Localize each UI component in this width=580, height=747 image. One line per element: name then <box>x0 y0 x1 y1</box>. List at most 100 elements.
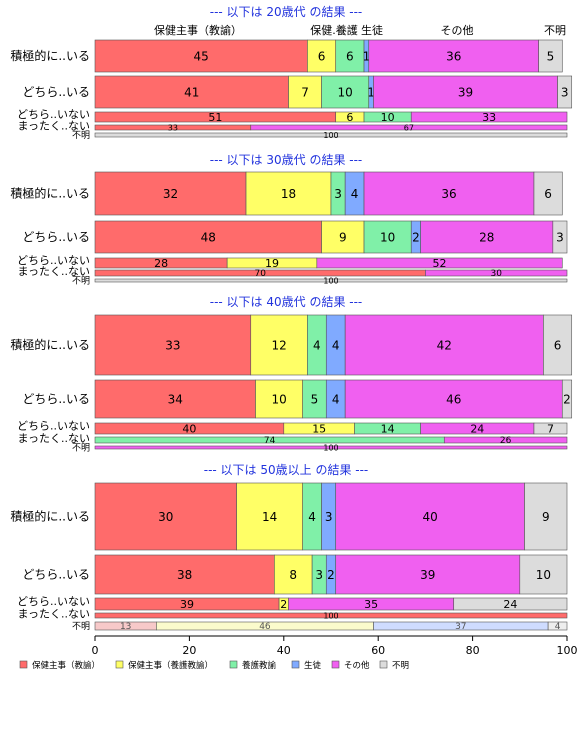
data-label: 2 <box>412 230 420 244</box>
bar-row: 積極的に..いる 32 18 3 4 36 6 <box>10 171 563 216</box>
column-header-label: 生徒 <box>361 23 383 37</box>
data-label: 10 <box>271 392 286 406</box>
bar-segment <box>443 436 568 444</box>
data-label: 26 <box>500 436 512 446</box>
data-label: 1 <box>363 49 371 63</box>
data-label: 46 <box>446 392 461 406</box>
row-label: 不明 <box>72 621 90 632</box>
data-label: 6 <box>346 111 353 124</box>
bar-segment <box>94 314 252 376</box>
data-label: 7 <box>547 422 554 435</box>
bar-row: まったく..ない 100 <box>17 608 568 621</box>
legend-swatch <box>229 660 238 669</box>
bar-segment <box>335 554 521 595</box>
row-label: どちら..いない <box>17 420 90 433</box>
data-label: 4 <box>332 338 340 352</box>
row-label: まったく..ない <box>17 120 90 133</box>
bar-segment <box>547 621 568 631</box>
data-label: 10 <box>380 230 395 244</box>
data-label: 3 <box>315 568 323 582</box>
row-label: どちら..いる <box>22 230 90 244</box>
data-label: 39 <box>420 568 435 582</box>
data-label: 7 <box>301 85 309 99</box>
row-label: どちら..いる <box>22 568 90 582</box>
column-header-label: 保健主事（教諭） <box>154 23 242 37</box>
bar-segment <box>94 278 568 283</box>
data-label: 14 <box>262 510 277 524</box>
legend-swatch <box>331 660 340 669</box>
data-label: 37 <box>455 622 466 632</box>
bar-segment <box>274 554 313 595</box>
data-label: 33 <box>482 111 496 124</box>
data-label: 40 <box>422 510 437 524</box>
row-label: 積極的に..いる <box>10 48 90 63</box>
legend-swatch <box>379 660 388 669</box>
bar-row: まったく..ない 70 30 <box>17 265 568 279</box>
data-label: 51 <box>208 111 222 124</box>
bar-row: どちら..いない 40 15 14 24 7 <box>17 420 568 435</box>
row-label: まったく..ない <box>17 265 90 278</box>
bar-segment <box>94 612 568 619</box>
data-label: 36 <box>441 187 456 201</box>
column-header-label: 不明 <box>544 24 566 37</box>
legend: 保健主事（教諭） 保健主事（養護教諭） 養護教諭 生徒 その他 不明 <box>19 660 409 671</box>
panel-title: --- 以下は 20歳代 の結果 --- <box>210 5 363 19</box>
bar-segment <box>236 482 303 551</box>
bar-row: どちら..いない 51 6 10 33 <box>17 108 568 124</box>
row-label: 不明 <box>72 276 90 287</box>
data-label: 2 <box>563 392 571 406</box>
data-label: 34 <box>168 392 183 406</box>
legend-entry: 生徒 <box>304 660 322 671</box>
legend-swatch <box>291 660 300 669</box>
panel-title: --- 以下は 50歳以上 の結果 --- <box>204 463 369 477</box>
bar-row: どちら..いる 48 9 10 2 28 3 <box>22 220 568 254</box>
data-label: 5 <box>547 49 555 63</box>
data-label: 28 <box>479 230 494 244</box>
data-label: 1 <box>367 85 375 99</box>
panel-title: --- 以下は 40歳代 の結果 --- <box>210 295 363 309</box>
row-label: まったく..ない <box>17 432 90 445</box>
data-label: 6 <box>346 49 354 63</box>
data-label: 4 <box>308 510 316 524</box>
bar-segment <box>335 39 365 73</box>
legend-entry: 保健主事（養護教諭） <box>128 660 213 671</box>
bar-segment <box>524 482 568 551</box>
column-header-label: その他 <box>441 24 474 37</box>
bar-row: 積極的に..いる 33 12 4 4 42 6 <box>10 314 573 376</box>
bar-row: 不明 100 <box>72 276 568 287</box>
bar-segment <box>94 445 568 450</box>
data-label: 4 <box>313 338 321 352</box>
x-tick-label: 0 <box>92 644 99 657</box>
data-label: 35 <box>364 598 378 611</box>
data-label: 10 <box>381 111 395 124</box>
data-label: 100 <box>323 611 338 620</box>
bar-segment <box>538 39 563 73</box>
data-label: 8 <box>289 568 297 582</box>
legend-entry: 養護教諭 <box>242 660 277 671</box>
row-label: 積極的に..いる <box>10 337 90 352</box>
row-label: 積極的に..いる <box>10 509 90 524</box>
row-label: 不明 <box>72 130 90 141</box>
data-label: 3 <box>561 85 569 99</box>
bar-segment <box>557 75 573 109</box>
x-tick-label: 20 <box>182 644 196 657</box>
bar-segment <box>425 269 568 277</box>
bar-segment <box>420 220 554 254</box>
data-label: 30 <box>158 510 173 524</box>
row-label: 積極的に..いる <box>10 186 90 201</box>
bar-segment <box>250 314 308 376</box>
x-tick-label: 40 <box>277 644 291 657</box>
bar-segment <box>307 39 337 73</box>
data-label: 24 <box>470 422 484 435</box>
data-label: 36 <box>446 49 461 63</box>
bar-segment <box>94 171 247 216</box>
data-label: 5 <box>311 392 319 406</box>
data-label: 18 <box>281 187 296 201</box>
row-label: どちら..いる <box>22 85 90 99</box>
bar-row: 不明 13 46 37 4 <box>72 621 568 632</box>
row-label: まったく..ない <box>17 608 90 621</box>
bar-segment <box>561 379 573 419</box>
data-label: 14 <box>381 422 395 435</box>
bar-segment <box>94 220 322 254</box>
bar-segment <box>321 220 365 254</box>
